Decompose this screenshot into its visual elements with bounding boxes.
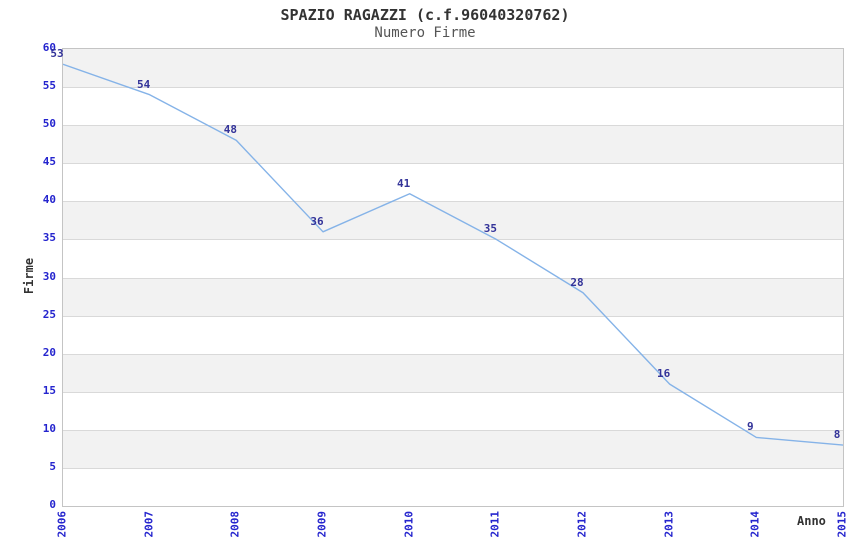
- y-tick-label: 30: [42, 269, 56, 283]
- chart-title: SPAZIO RAGAZZI (c.f.96040320762): [280, 6, 570, 24]
- x-tick-label-text: 2014: [748, 511, 762, 538]
- grid-line: [63, 353, 843, 355]
- grid-line: [63, 391, 843, 393]
- y-tick-label: 25: [42, 307, 56, 321]
- x-tick-label-text: 2009: [315, 511, 329, 538]
- x-tick-label: 2009: [316, 511, 329, 541]
- data-point-label: 54: [137, 77, 151, 91]
- data-point-label: 16: [657, 367, 671, 381]
- grid-band: [63, 315, 843, 354]
- grid-line: [63, 201, 843, 203]
- x-tick-label-text: 2011: [488, 511, 502, 538]
- x-tick-label: 2012: [576, 511, 589, 541]
- data-point-label: 35: [483, 222, 497, 236]
- grid-band: [63, 353, 843, 392]
- x-tick-label: 2013: [662, 511, 675, 541]
- grid-band: [63, 277, 843, 316]
- grid-band: [63, 201, 843, 240]
- grid-line: [63, 277, 843, 279]
- grid-band: [63, 467, 843, 506]
- y-tick-label: 55: [42, 79, 56, 93]
- data-point-label: 9: [747, 420, 754, 434]
- grid-line: [63, 315, 843, 317]
- chart-subtitle: Numero Firme: [374, 25, 476, 41]
- y-tick-label: 15: [42, 383, 56, 397]
- y-tick-label: 40: [42, 193, 56, 207]
- x-tick-label-text: 2013: [662, 511, 676, 538]
- grid-line: [63, 239, 843, 241]
- y-tick-label: 45: [42, 155, 56, 169]
- grid-line: [63, 429, 843, 431]
- data-point-label: 48: [223, 123, 237, 137]
- y-tick-label: 35: [42, 231, 56, 245]
- grid-line: [63, 125, 843, 127]
- data-point-label: 41: [397, 176, 411, 190]
- y-axis-title: Firme: [22, 257, 36, 295]
- grid-line: [63, 163, 843, 165]
- series-line-svg: [63, 63, 843, 446]
- x-axis-title: Anno: [797, 514, 826, 528]
- grid-band: [63, 125, 843, 164]
- data-point-label: 36: [310, 214, 324, 228]
- y-tick-label: 10: [42, 421, 56, 435]
- x-tick-label-text: 2015: [835, 511, 849, 538]
- x-tick-label: 2006: [56, 511, 69, 541]
- grid-band: [63, 87, 843, 126]
- x-tick-label-text: 2012: [575, 511, 589, 538]
- y-tick-label: 20: [42, 345, 56, 359]
- x-tick-label: 2008: [229, 511, 242, 541]
- x-tick-label: 2010: [402, 511, 415, 541]
- x-tick-label: 2015: [836, 511, 849, 541]
- x-tick-label-text: 2008: [228, 511, 242, 538]
- grid-band: [63, 429, 843, 468]
- grid-band: [63, 239, 843, 278]
- y-tick-label: 50: [42, 117, 56, 131]
- series-line: [63, 63, 843, 446]
- x-tick-label-text: 2007: [142, 511, 156, 538]
- x-tick-label: 2011: [489, 511, 502, 541]
- grid-line: [63, 467, 843, 469]
- y-tick-label: 5: [49, 459, 56, 473]
- plot-area: [62, 48, 844, 507]
- data-point-label: 8: [833, 428, 841, 442]
- x-tick-label: 2007: [142, 511, 155, 541]
- data-point-label: 28: [570, 275, 584, 289]
- x-tick-label-text: 2010: [402, 511, 416, 538]
- data-point-label: 53: [50, 47, 64, 61]
- y-tick-label: 60: [42, 41, 56, 54]
- x-tick-label: 2014: [749, 511, 762, 541]
- x-tick-label-text: 2006: [55, 511, 69, 538]
- y-tick-label: 0: [49, 498, 56, 511]
- grid-line: [63, 87, 843, 89]
- grid-band: [63, 163, 843, 202]
- grid-band: [63, 49, 843, 88]
